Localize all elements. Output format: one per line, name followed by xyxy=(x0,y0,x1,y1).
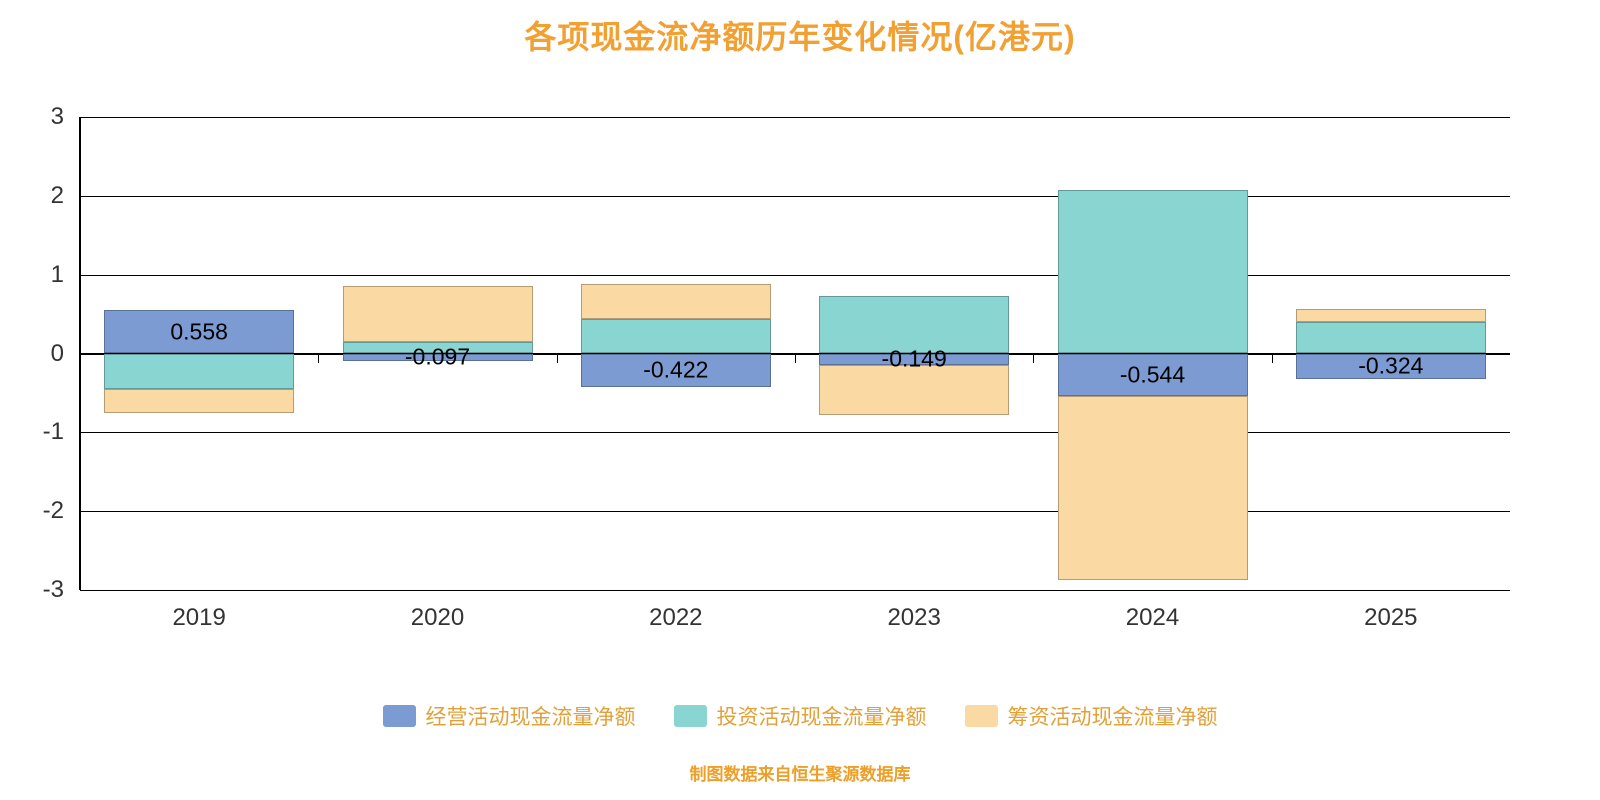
bar-2023-operating xyxy=(819,353,1010,366)
bar-2025-financing xyxy=(1295,308,1486,322)
x-axis-tick xyxy=(1271,353,1273,363)
bar-2019-financing xyxy=(104,388,295,413)
legend-swatch-financing xyxy=(964,705,998,727)
gridline-y-2 xyxy=(80,195,1510,197)
bar-2025-operating xyxy=(1295,353,1486,380)
bar-value-label-2024: -0.544 xyxy=(1119,361,1186,388)
bar-2020-investing xyxy=(342,341,533,354)
legend-item-investing: 投资活动现金流量净额 xyxy=(673,701,927,731)
bar-value-label-2020: -0.097 xyxy=(404,343,471,370)
gridline-y--2 xyxy=(80,511,1510,513)
bar-value-label-2022: -0.422 xyxy=(643,356,709,383)
gridline-y-3 xyxy=(80,117,1510,118)
legend: 经营活动现金流量净额 投资活动现金流量净额 筹资活动现金流量净额 xyxy=(0,701,1600,731)
bar-value-label-2023: -0.149 xyxy=(881,345,947,372)
bar-2024-financing xyxy=(1057,396,1248,581)
plot-area: 3 2 1 0 -1 -2 -3 2019 0.558 2020 -0.097 2022 -0.422 2… xyxy=(43,103,1510,631)
bar-2022-financing xyxy=(580,284,771,319)
gridline-y--1 xyxy=(80,432,1510,434)
source-note: 制图数据来自恒生聚源数据库 xyxy=(689,765,911,784)
bar-2024-operating xyxy=(1057,353,1248,397)
bar-2020-operating xyxy=(342,353,533,362)
y-axis-tick-label: 2 xyxy=(50,181,64,209)
y-axis-tick-label: -2 xyxy=(42,497,64,525)
gridline-y-1 xyxy=(80,274,1510,276)
y-axis-tick-label: 3 xyxy=(50,103,64,130)
bar-2023-financing xyxy=(819,365,1010,415)
y-axis-line xyxy=(79,117,81,590)
legend-label-financing: 筹资活动现金流量净额 xyxy=(1007,706,1218,729)
x-axis-label-2023: 2023 xyxy=(887,604,941,631)
chart-title: 各项现金流净额历年变化情况(亿港元) xyxy=(524,19,1076,55)
y-axis-tick-label: -1 xyxy=(42,418,64,446)
x-axis-tick xyxy=(795,353,796,363)
x-axis-label-2022: 2022 xyxy=(649,604,703,631)
bar-2022-investing xyxy=(580,318,771,354)
bar-value-label-2025: -0.324 xyxy=(1358,352,1424,379)
bar-value-label-2019: 0.558 xyxy=(170,318,228,344)
legend-item-financing: 筹资活动现金流量净额 xyxy=(964,701,1218,731)
bar-2019-operating xyxy=(104,309,295,354)
x-axis-tick xyxy=(556,353,558,363)
x-axis-label-2019: 2019 xyxy=(172,604,226,631)
y-axis-tick-label: 1 xyxy=(50,260,64,288)
legend-item-operating: 经营活动现金流量净额 xyxy=(382,701,636,731)
bar-2023-investing xyxy=(819,295,1010,354)
bar-2022-operating xyxy=(580,353,771,387)
x-axis-label-2024: 2024 xyxy=(1125,604,1180,631)
legend-swatch-investing xyxy=(673,705,707,727)
legend-label-investing: 投资活动现金流量净额 xyxy=(716,706,927,729)
x-axis-label-2025: 2025 xyxy=(1364,604,1418,631)
x-axis-label-2020: 2020 xyxy=(410,604,465,631)
bar-2024-investing xyxy=(1057,190,1248,354)
gridline-y--3 xyxy=(80,590,1510,591)
y-axis-tick-label: -3 xyxy=(42,576,64,603)
x-axis-tick xyxy=(318,353,320,363)
x-axis-tick xyxy=(1033,353,1035,363)
legend-label-operating: 经营活动现金流量净额 xyxy=(425,706,636,729)
bar-2019-investing xyxy=(104,353,295,389)
bar-2025-investing xyxy=(1295,321,1486,354)
legend-swatch-operating xyxy=(382,705,416,727)
y-axis-tick-label: 0 xyxy=(50,339,64,367)
bar-2020-financing xyxy=(342,286,533,342)
